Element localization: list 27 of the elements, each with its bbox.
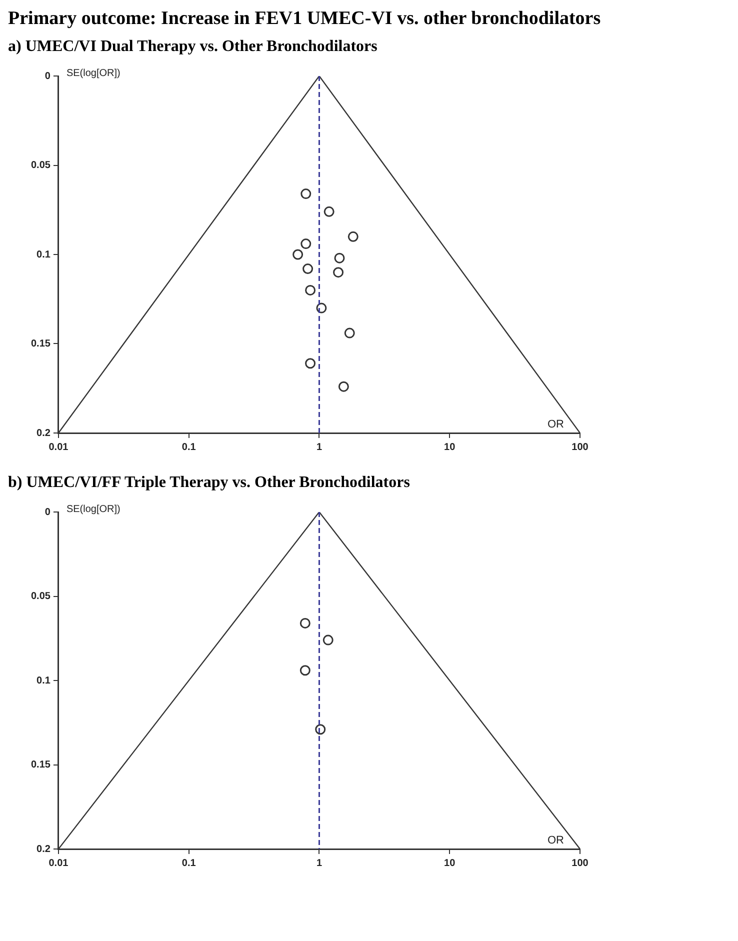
y-axis-title: SE(log[OR]) — [66, 504, 120, 515]
y-tick-label: 0.15 — [30, 760, 51, 770]
y-tick-label: 0.1 — [36, 675, 51, 686]
chart-title: Primary outcome: Increase in FEV1 UMEC-VI vs. other bronchodilators — [8, 8, 602, 30]
x-tick-label: 1 — [316, 858, 322, 869]
y-tick-label: 0.1 — [36, 249, 51, 260]
y-axis-title: SE(log[OR]) — [66, 68, 120, 79]
y-tick-label: 0 — [44, 70, 51, 82]
x-tick-label: 100 — [572, 442, 589, 453]
x-tick-label: 100 — [572, 858, 589, 869]
x-tick-label: 10 — [444, 442, 456, 453]
x-tick-label: 0.01 — [48, 858, 69, 869]
x-axis-title: OR — [548, 834, 564, 847]
chart-subtitle: a) UMEC/VI Dual Therapy vs. Other Bronchodilators — [8, 38, 378, 56]
x-tick-label: 1 — [316, 442, 322, 453]
y-tick-label: 0.2 — [36, 844, 51, 855]
y-tick-label: 0.2 — [36, 428, 51, 439]
y-tick-label: 0.05 — [30, 160, 51, 171]
y-tick-label: 0.15 — [30, 338, 51, 350]
x-axis-title: OR — [548, 418, 564, 431]
x-tick-label: 0.01 — [48, 442, 69, 453]
y-tick-label: 0 — [44, 506, 51, 518]
x-tick-label: 0.1 — [182, 442, 196, 453]
chart-title: b) UMEC/VI/FF Triple Therapy vs. Other Bronchodilators — [8, 474, 411, 492]
x-tick-label: 0.1 — [182, 858, 196, 869]
y-tick-label: 0.05 — [30, 591, 51, 602]
x-tick-label: 10 — [444, 858, 456, 869]
